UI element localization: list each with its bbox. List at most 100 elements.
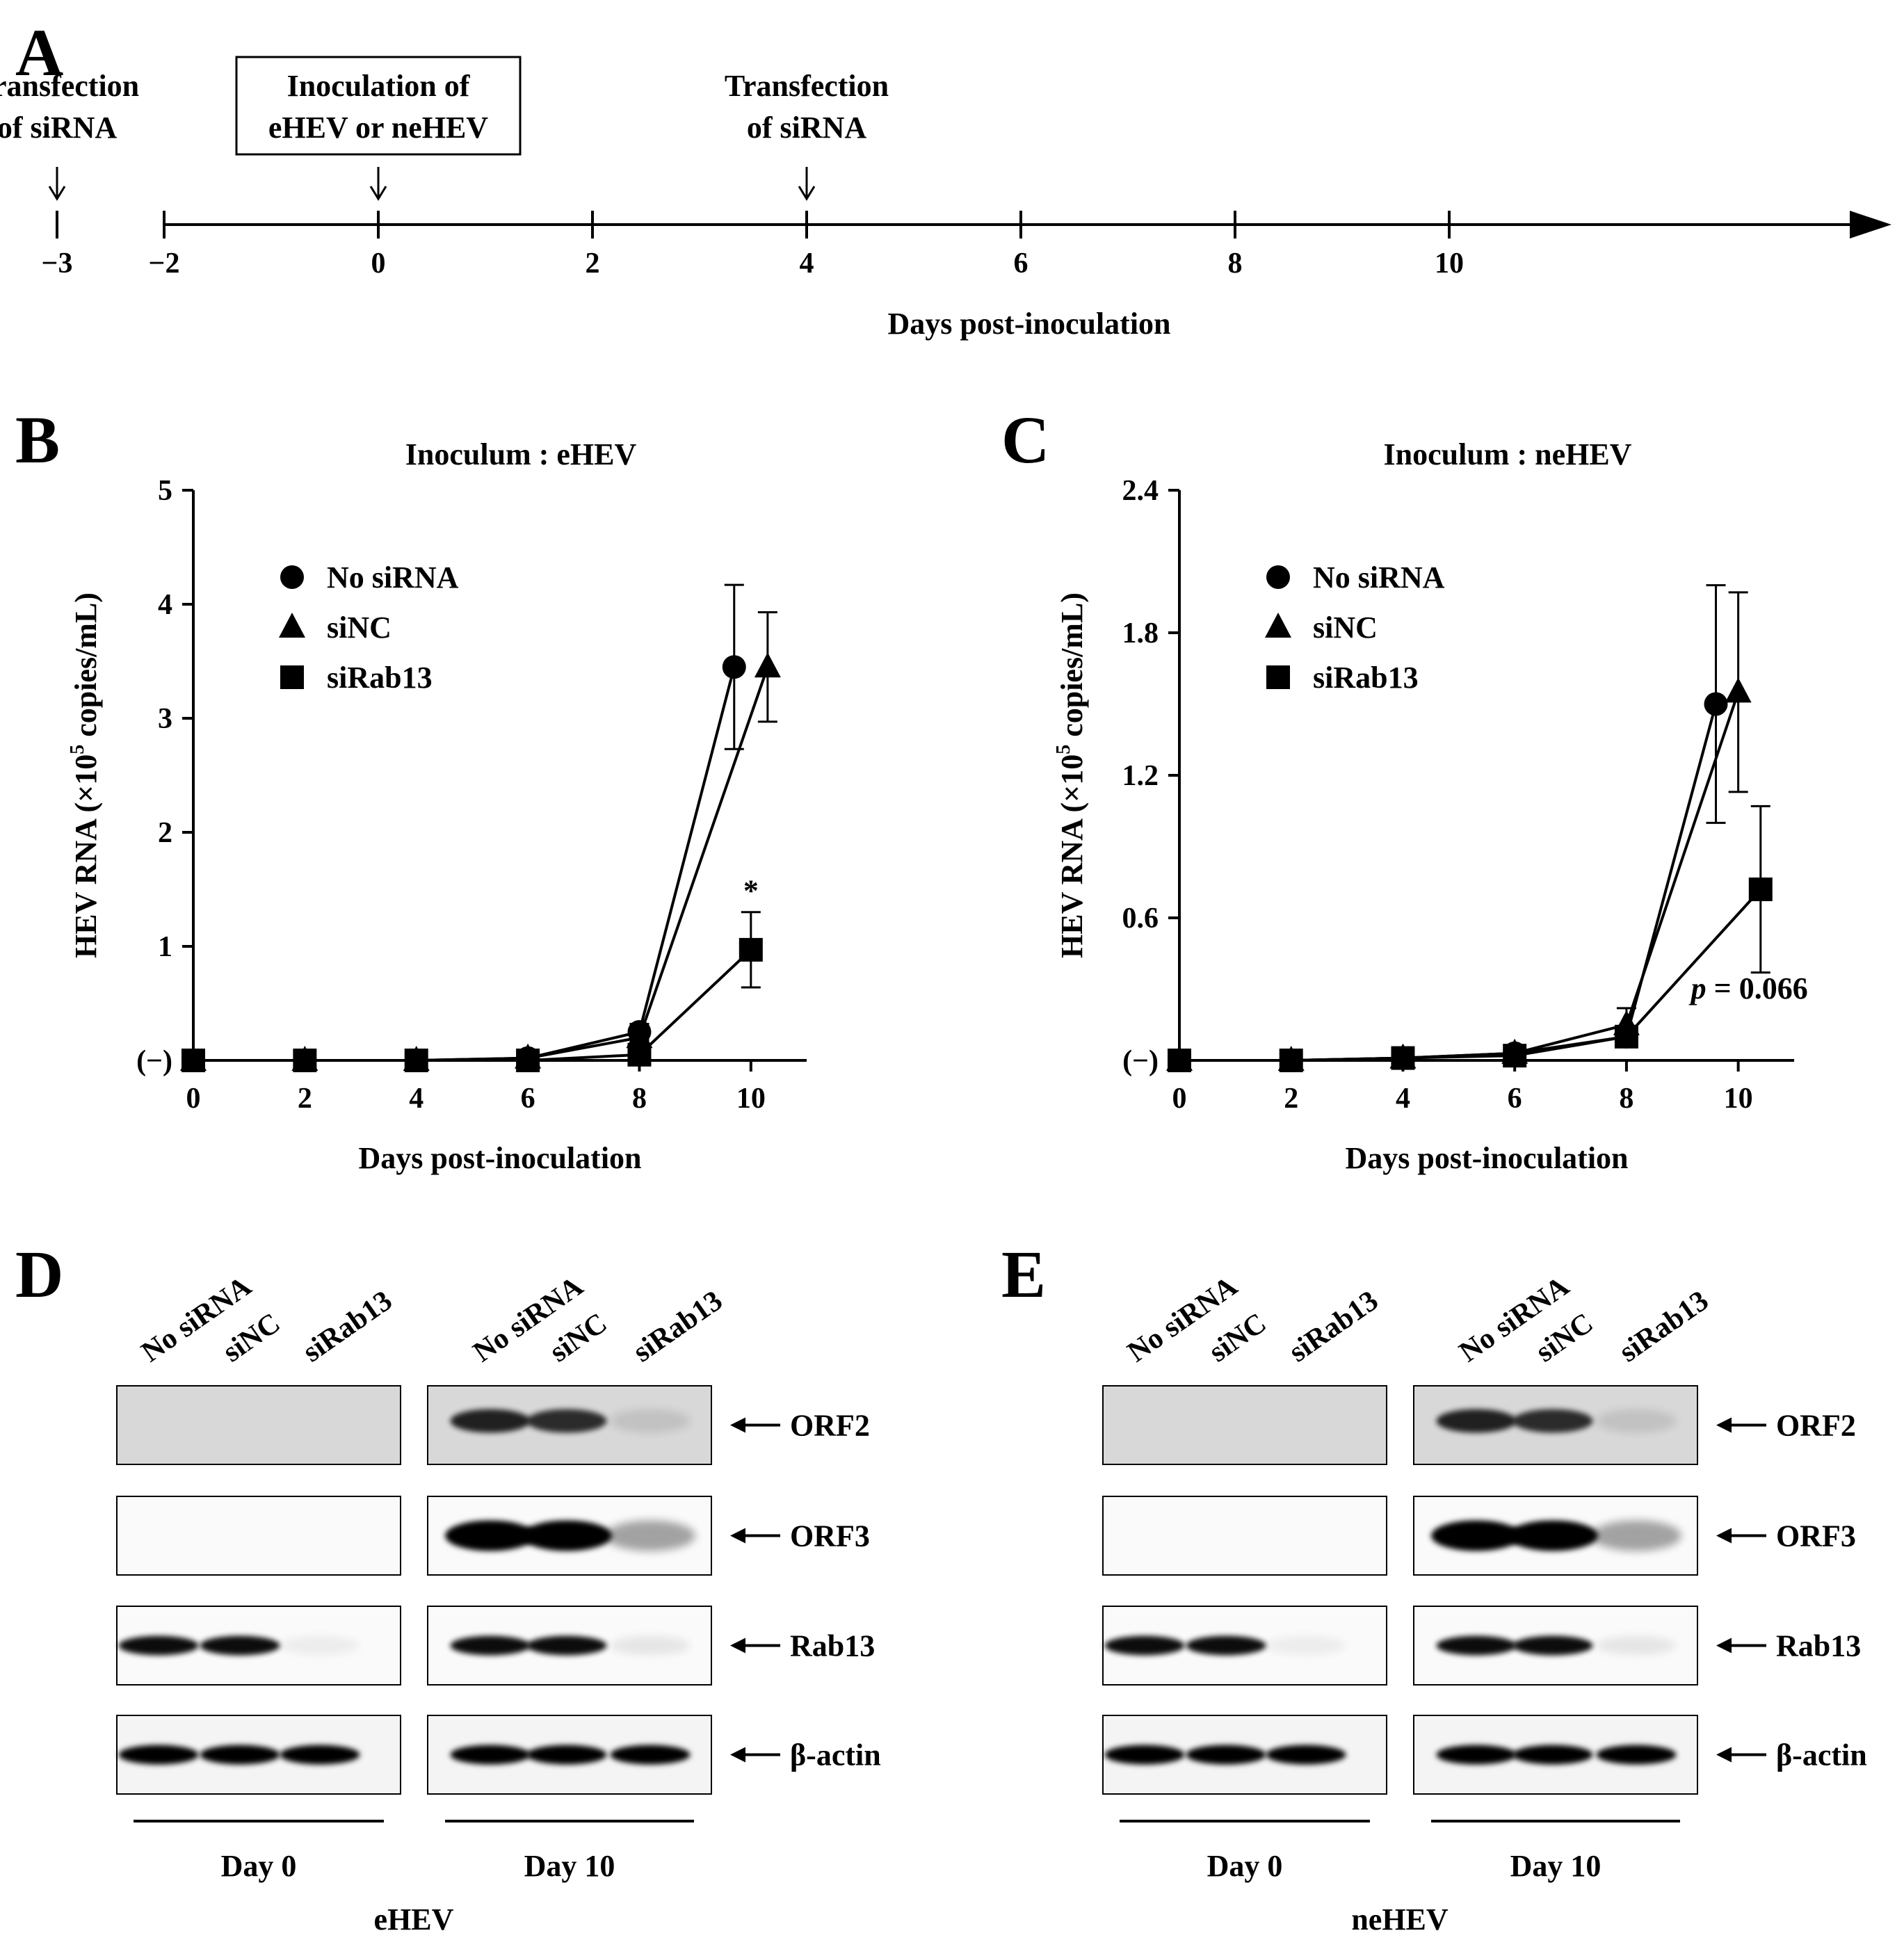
blot-box — [116, 1385, 401, 1465]
inoculum-label: eHEV — [374, 1902, 454, 1937]
blot-band — [522, 1520, 612, 1551]
annotation-value: * — [743, 873, 759, 907]
event-arrow-head — [798, 186, 816, 201]
blot-band — [610, 1745, 691, 1765]
blot-band — [1431, 1520, 1522, 1551]
series-triangle — [1166, 591, 1752, 1071]
blot-band — [1512, 1745, 1593, 1765]
y-axis-label: HEV RNA (×105 copies/mL) — [1053, 592, 1089, 958]
x-tick-label: 8 — [632, 1083, 647, 1115]
timeline-tick-label: 4 — [800, 248, 814, 280]
marker-triangle — [754, 652, 781, 678]
series-square — [1168, 805, 1773, 1072]
series-line — [193, 666, 769, 1062]
timeline-tick-label: 6 — [1014, 248, 1028, 280]
event-arrow-head — [369, 186, 387, 201]
chart-axes: (−) 1 2 3 4 5 0 2 4 6 8 10 — [136, 475, 807, 1115]
blot-band — [1596, 1409, 1677, 1433]
blot-band — [1512, 1635, 1593, 1656]
band-label: β-actin — [790, 1738, 881, 1772]
timeline-tick-label: −3 — [42, 248, 73, 280]
chart-axes: (−) 0.6 1.2 1.8 2.4 0 2 4 6 8 10 — [1122, 475, 1794, 1115]
group-label: Day 10 — [1510, 1849, 1602, 1883]
y-axis-label: HEV RNA (×105 copies/mL) — [67, 592, 103, 958]
band-label: ORF3 — [1776, 1519, 1856, 1553]
event-label-line1: Inoculation of — [287, 69, 471, 103]
blot-band — [1436, 1409, 1517, 1433]
legend-label: siNC — [327, 611, 392, 645]
blot-band — [610, 1409, 691, 1433]
y-tick-label: 2 — [158, 817, 172, 849]
blot-band — [1436, 1745, 1517, 1765]
blot-band — [280, 1745, 360, 1765]
marker-circle — [280, 565, 304, 589]
y-axis-label-text: HEV RNA (×10 — [69, 754, 103, 958]
timeline-tick-label: 8 — [1228, 248, 1243, 280]
panel-label-c: C — [1001, 403, 1049, 477]
band-label: ORF2 — [1776, 1409, 1856, 1443]
x-tick-label: 8 — [1619, 1083, 1633, 1115]
x-tick-label: 10 — [736, 1083, 766, 1115]
timeline-event: Inoculation of eHEV or neHEV — [235, 56, 522, 201]
blot-band — [450, 1745, 531, 1765]
panel-label-a: A — [15, 15, 63, 90]
band-label: ORF2 — [790, 1409, 870, 1443]
marker-triangle — [626, 1023, 653, 1049]
group-label: Day 10 — [524, 1849, 615, 1883]
panel-c-chart: C (−) 0.6 1.2 1.8 2.4 0 2 4 6 8 10 Days post-inocul… — [1001, 403, 1808, 1175]
blot-band — [1186, 1635, 1266, 1656]
band-arrow-head — [1716, 1528, 1732, 1544]
y-axis-label-superscript: 5 — [1053, 745, 1074, 754]
band-arrow-head — [730, 1528, 745, 1544]
event-label-line1: Transfection — [725, 69, 889, 103]
marker-circle — [722, 655, 746, 679]
series-line — [1179, 888, 1762, 1062]
y-tick-label: 3 — [158, 703, 172, 735]
event-label-line2: of siRNA — [747, 111, 867, 145]
y-axis-label-unit: copies/mL) — [1055, 592, 1089, 745]
series-circle — [181, 583, 746, 1072]
marker-square — [1748, 878, 1773, 901]
band-arrow-head — [730, 1417, 745, 1433]
x-axis-label: Days post-inoculation — [358, 1141, 641, 1175]
timeline-axis-label: Days post-inoculation — [887, 307, 1170, 341]
legend: No siRNA siNC siRab13 — [279, 560, 459, 695]
blot-band — [1436, 1635, 1517, 1656]
blot-box — [1102, 1496, 1387, 1576]
series-line — [193, 948, 752, 1062]
panel-b-chart: B (−) 1 2 3 4 5 0 2 4 6 8 10 Days post-inoculation In… — [15, 403, 807, 1175]
band-arrow-head — [730, 1638, 745, 1654]
marker-circle — [1704, 692, 1728, 716]
blot-band — [1508, 1520, 1598, 1551]
lane-label: siRab13 — [297, 1285, 398, 1369]
group-label: Day 0 — [1207, 1849, 1283, 1883]
panel-label-e: E — [1001, 1237, 1046, 1311]
marker-square — [1168, 1049, 1191, 1072]
x-tick-label: 2 — [298, 1083, 312, 1115]
marker-square — [404, 1049, 428, 1072]
y-tick-label: 1.2 — [1122, 760, 1159, 792]
band-label: β-actin — [1776, 1738, 1867, 1772]
y-tick-label: 1.8 — [1122, 617, 1159, 649]
band-arrow-head — [1716, 1747, 1732, 1763]
blot-band — [1266, 1635, 1346, 1656]
lane-label: siRab13 — [1613, 1285, 1714, 1369]
lane-label: siRab13 — [627, 1285, 728, 1369]
y-tick-label: 1 — [158, 931, 172, 963]
x-tick-label: 4 — [409, 1083, 423, 1115]
band-arrow-head — [730, 1747, 745, 1763]
y-tick-label: 4 — [158, 589, 172, 621]
blot-band — [526, 1409, 607, 1433]
legend-label: siNC — [1313, 611, 1378, 645]
y-axis-label-unit: copies/mL) — [69, 592, 103, 745]
timeline-tick-label: 0 — [371, 248, 386, 280]
chart-title: Inoculum : eHEV — [405, 437, 637, 471]
timeline-arrowhead — [1850, 211, 1891, 239]
band-arrow-head — [1716, 1638, 1732, 1654]
legend-label: siRab13 — [1313, 661, 1419, 695]
timeline-event: Transfection of siRNA — [725, 69, 889, 201]
y-tick-label: (−) — [1122, 1045, 1159, 1077]
